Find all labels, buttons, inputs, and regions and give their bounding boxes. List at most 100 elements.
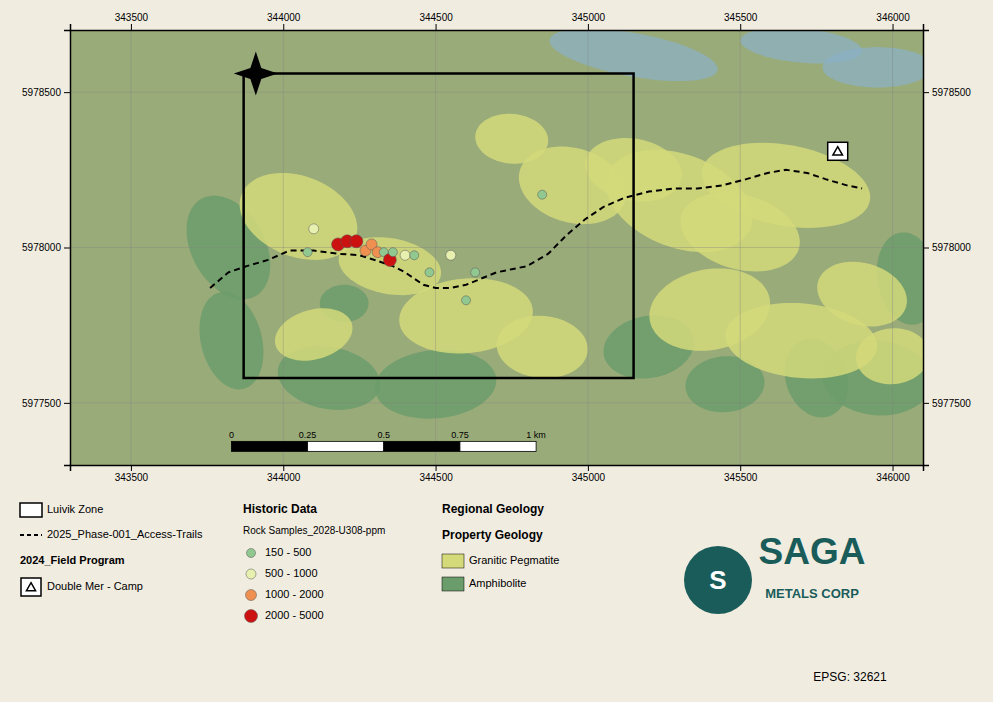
tick-label: 5977500 bbox=[22, 398, 61, 409]
tick: 346000 bbox=[876, 12, 910, 30]
tick: 345000 bbox=[572, 12, 606, 30]
rock-sample bbox=[309, 224, 319, 234]
tick-label: 5978500 bbox=[932, 87, 971, 98]
scale-bar-label: 0 bbox=[229, 430, 234, 440]
rock-sample bbox=[410, 251, 419, 260]
amphibolite-patch bbox=[199, 292, 263, 389]
water-patch bbox=[822, 47, 923, 87]
tick-mark bbox=[588, 465, 589, 471]
tick-mark bbox=[923, 248, 929, 249]
scale-bar-segment bbox=[384, 441, 460, 451]
rock-sample bbox=[350, 235, 363, 248]
logo-name: SAGA bbox=[759, 531, 866, 572]
legend-text: 2025_Phase-001_Access-Trails bbox=[47, 528, 203, 540]
tick: 343500 bbox=[115, 465, 149, 483]
pegmatite-patch bbox=[275, 308, 353, 360]
tick: 5977500 bbox=[22, 398, 70, 409]
legend-text: Property Geology bbox=[442, 528, 543, 542]
tick-label: 344000 bbox=[267, 472, 301, 483]
camp-icon bbox=[833, 147, 843, 155]
axis-line bbox=[71, 466, 924, 472]
scale-bar-segment bbox=[231, 441, 307, 451]
scale-bar-segment bbox=[460, 441, 536, 451]
logo-subtitle: METALS CORP bbox=[765, 586, 859, 601]
tick-mark bbox=[283, 24, 284, 30]
rock-sample bbox=[462, 296, 471, 305]
legend-text: Granitic Pegmatite bbox=[469, 554, 559, 566]
legend-swatch bbox=[247, 549, 256, 558]
legend-swatch bbox=[21, 578, 41, 596]
tick-mark bbox=[131, 24, 132, 30]
legend-text: 150 - 500 bbox=[265, 546, 311, 558]
plot-area bbox=[70, 30, 923, 465]
tick-label: 345000 bbox=[572, 472, 606, 483]
axis-line bbox=[64, 31, 71, 466]
tick: 344000 bbox=[267, 12, 301, 30]
tick-mark bbox=[923, 403, 929, 404]
tick-mark bbox=[893, 465, 894, 471]
tick: 344500 bbox=[419, 12, 453, 30]
page-background bbox=[0, 0, 993, 702]
axis: 5977500 5978000 5978500 bbox=[923, 31, 971, 466]
legend-text: 500 - 1000 bbox=[265, 567, 318, 579]
tick: 345500 bbox=[724, 12, 758, 30]
legend-text: Amphibolite bbox=[469, 577, 526, 589]
tick-label: 346000 bbox=[876, 12, 910, 23]
legend-text: Luivik Zone bbox=[47, 503, 103, 515]
tick-mark bbox=[436, 465, 437, 471]
tick-mark bbox=[893, 24, 894, 30]
legend-text: Rock Samples_2028-U308-ppm bbox=[243, 525, 385, 536]
tick-label: 5977500 bbox=[932, 398, 971, 409]
tick: 5978500 bbox=[22, 87, 70, 98]
logo-symbol: S bbox=[709, 565, 726, 595]
epsg-label: EPSG: 32621 bbox=[813, 670, 887, 684]
pegmatite-patch bbox=[497, 316, 588, 378]
legend-swatch bbox=[246, 569, 256, 579]
legend-swatch bbox=[245, 610, 258, 623]
legend-text: 2024_Field Program bbox=[20, 554, 125, 566]
scale-bar-label: 0.5 bbox=[378, 430, 391, 440]
north-arrow bbox=[234, 52, 278, 96]
axis: 597750059780005978500 bbox=[22, 31, 70, 466]
tick: 343500 bbox=[115, 12, 149, 30]
tick-mark bbox=[283, 465, 284, 471]
legend-swatch bbox=[20, 503, 42, 517]
tick-label: 343500 bbox=[115, 12, 149, 23]
axis-line bbox=[924, 31, 930, 466]
axis: 343500344000344500345000345500346000 bbox=[71, 465, 924, 483]
pegmatite-patch bbox=[817, 262, 907, 327]
rock-sample bbox=[400, 250, 410, 260]
tick-label: 5978000 bbox=[932, 242, 971, 253]
map-background bbox=[70, 30, 923, 465]
legend-text: 2000 - 5000 bbox=[265, 609, 324, 621]
tick-mark bbox=[131, 465, 132, 471]
scale-bar-label: 0.75 bbox=[451, 430, 469, 440]
tick-label: 343500 bbox=[115, 472, 149, 483]
tick-label: 344500 bbox=[419, 12, 453, 23]
legend-swatch bbox=[246, 590, 257, 601]
pegmatite-patch bbox=[475, 114, 548, 164]
legend-swatch bbox=[20, 534, 42, 536]
grid-line bbox=[70, 247, 923, 248]
legend: Luivik Zone 2025_Phase-001_Access-Trails 2… bbox=[20, 502, 559, 622]
legend-text: 1000 - 2000 bbox=[265, 588, 324, 600]
rock-sample bbox=[446, 250, 456, 260]
tick-label: 344000 bbox=[267, 12, 301, 23]
tick-mark bbox=[923, 92, 929, 93]
tick-mark bbox=[588, 24, 589, 30]
rock-sample bbox=[425, 268, 434, 277]
legend-swatch bbox=[442, 554, 464, 568]
tick-label: 345500 bbox=[724, 12, 758, 23]
tick-mark bbox=[436, 24, 437, 30]
tick-mark bbox=[64, 92, 70, 93]
grid-line bbox=[70, 402, 923, 403]
legend-swatch bbox=[26, 583, 35, 591]
camp-box bbox=[828, 142, 848, 160]
tick: 5978500 bbox=[923, 87, 971, 98]
tick: 5978000 bbox=[923, 242, 971, 253]
axis: 343500 344000 344500 345000 345500 346000 bbox=[71, 12, 924, 31]
axis-line bbox=[71, 24, 924, 31]
tick-mark bbox=[740, 24, 741, 30]
tick: 344000 bbox=[267, 465, 301, 483]
tick-label: 345000 bbox=[572, 12, 606, 23]
